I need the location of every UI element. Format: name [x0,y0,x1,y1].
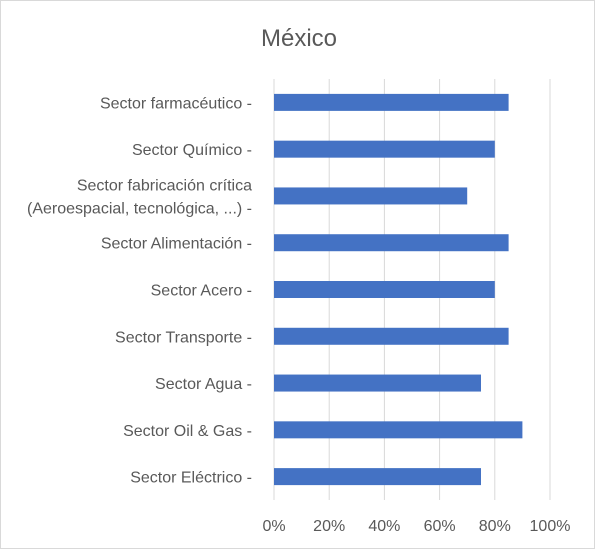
x-tick-label: 100% [530,518,571,535]
x-tick-label: 60% [424,518,456,535]
bar [274,234,509,252]
x-tick-label: 20% [313,518,345,535]
bar [274,327,509,345]
bar [274,281,495,298]
category-label: Sector farmacéutico - [100,95,252,112]
bar [274,140,495,158]
bar [274,468,481,486]
category-label: Sector Químico - [132,142,252,159]
category-label: (Aeroespacial, tecnológica, ...) - [27,200,252,217]
bar [274,374,481,392]
bar [274,421,523,439]
x-tick-label: 80% [479,518,511,535]
x-tick-label: 0% [262,518,285,535]
category-labels: Sector farmacéutico - Sector Químico - Sec… [27,95,252,486]
category-label: Sector Eléctrico - [130,470,252,487]
chart-title: México [261,25,337,52]
category-label: Sector Acero - [151,283,252,300]
category-label: Sector Oil & Gas - [123,423,252,440]
category-label: Sector fabricación crítica [77,177,252,194]
category-label: Sector Transporte - [115,329,252,346]
category-label: Sector Alimentación - [101,236,252,253]
bar [274,93,509,111]
x-tick-label: 40% [368,518,400,535]
category-label: Sector Agua - [155,376,252,393]
bar [274,187,468,205]
x-tick-labels: 0% 20% 40% 60% 80% 100% [262,518,570,535]
bars [274,93,523,486]
